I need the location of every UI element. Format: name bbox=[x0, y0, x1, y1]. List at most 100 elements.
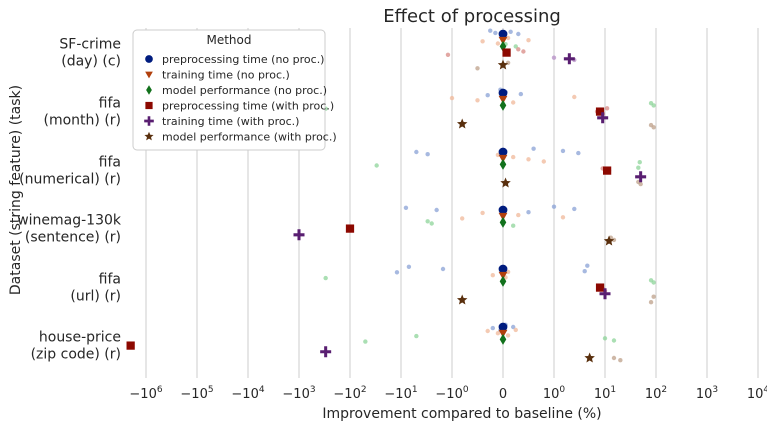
faint-point bbox=[485, 328, 490, 334]
category-label: SF-crime bbox=[59, 37, 121, 53]
data-point bbox=[498, 147, 508, 157]
legend-title: Method bbox=[206, 33, 251, 47]
data-point bbox=[497, 59, 509, 70]
x-tick-label: −101 bbox=[384, 385, 417, 402]
data-point bbox=[126, 341, 135, 350]
faint-point bbox=[511, 154, 516, 160]
faint-point bbox=[505, 333, 511, 338]
faint-point bbox=[576, 150, 581, 156]
data-point bbox=[595, 283, 605, 292]
x-tick-label: −105 bbox=[180, 385, 213, 402]
faint-point bbox=[572, 206, 577, 212]
x-tick-label: −104 bbox=[231, 385, 264, 402]
faint-points-layer bbox=[323, 28, 656, 363]
x-tick-label: 101 bbox=[594, 385, 616, 402]
legend-marker bbox=[145, 71, 153, 79]
faint-point bbox=[526, 210, 531, 215]
faint-point bbox=[394, 270, 400, 275]
faint-point bbox=[637, 160, 642, 165]
x-tick-label: −102 bbox=[333, 385, 366, 402]
category-label: (numerical) (r) bbox=[19, 172, 121, 188]
data-point bbox=[498, 212, 508, 221]
legend-label: model performance (with proc.) bbox=[162, 131, 337, 144]
faint-point bbox=[551, 55, 557, 60]
faint-point bbox=[651, 294, 656, 299]
faint-point bbox=[363, 339, 368, 344]
category-label: (zip code) (r) bbox=[31, 347, 121, 363]
data-point bbox=[498, 36, 508, 45]
data-point bbox=[499, 275, 507, 287]
data-point bbox=[502, 48, 511, 57]
data-point bbox=[456, 118, 468, 129]
faint-point bbox=[425, 219, 430, 224]
data-point bbox=[498, 329, 508, 338]
faint-point bbox=[495, 331, 501, 336]
faint-point bbox=[513, 327, 518, 333]
faint-point bbox=[440, 266, 446, 272]
faint-point bbox=[493, 30, 498, 36]
faint-point bbox=[604, 106, 610, 111]
data-point bbox=[500, 177, 511, 188]
faint-point bbox=[636, 165, 641, 170]
x-tick-label: 100 bbox=[543, 385, 566, 402]
faint-point bbox=[526, 38, 531, 43]
data-point bbox=[498, 271, 508, 280]
faint-point bbox=[406, 264, 412, 269]
faint-point bbox=[516, 31, 521, 37]
data-point bbox=[499, 158, 507, 170]
legend-label: preprocessing time (with proc.) bbox=[162, 100, 334, 113]
legend-marker bbox=[144, 131, 154, 141]
faint-point bbox=[651, 125, 656, 130]
faint-point bbox=[560, 148, 566, 154]
legend-label: preprocessing time (no proc.) bbox=[162, 53, 324, 66]
data-point bbox=[603, 235, 615, 246]
faint-point bbox=[516, 212, 521, 218]
faint-point bbox=[485, 93, 490, 98]
data-point bbox=[584, 352, 595, 363]
faint-point bbox=[508, 29, 513, 34]
data-point bbox=[602, 166, 612, 175]
faint-point bbox=[582, 269, 587, 274]
faint-point bbox=[475, 66, 480, 71]
faint-point bbox=[651, 280, 656, 285]
legend-marker bbox=[144, 116, 154, 126]
faint-point bbox=[551, 204, 557, 209]
legend-label: model performance (no proc.) bbox=[162, 84, 327, 97]
x-tick-label: 102 bbox=[645, 385, 667, 402]
data-point bbox=[498, 322, 508, 332]
faint-point bbox=[480, 210, 485, 216]
faint-point bbox=[513, 44, 518, 49]
faint-point bbox=[518, 91, 524, 97]
faint-point bbox=[611, 237, 617, 243]
faint-point bbox=[414, 149, 419, 155]
data-point bbox=[499, 99, 507, 111]
faint-point bbox=[403, 205, 409, 210]
faint-point bbox=[511, 223, 516, 228]
axis-layer: Effect of processing Improvement compare… bbox=[8, 6, 767, 422]
faint-point bbox=[638, 181, 643, 187]
chart-title: Effect of processing bbox=[383, 6, 561, 27]
faint-point bbox=[516, 47, 521, 52]
faint-point bbox=[445, 52, 451, 57]
faint-point bbox=[490, 325, 495, 331]
x-tick-label: 0 bbox=[499, 387, 507, 402]
data-point bbox=[498, 154, 508, 163]
legend: Method preprocessing time (no proc.) trai… bbox=[132, 29, 337, 151]
data-point bbox=[498, 88, 508, 98]
faint-point bbox=[531, 146, 536, 151]
faint-point bbox=[374, 163, 379, 168]
data-point bbox=[599, 288, 611, 300]
category-label: (sentence) (r) bbox=[25, 230, 121, 246]
faint-point bbox=[526, 157, 531, 162]
faint-point bbox=[425, 152, 430, 157]
faint-point bbox=[488, 28, 493, 33]
legend-label: training time (no proc.) bbox=[162, 69, 290, 82]
legend-box bbox=[132, 29, 326, 151]
category-label: fifa bbox=[99, 155, 121, 171]
data-point bbox=[498, 95, 508, 104]
faint-point bbox=[611, 338, 617, 343]
data-point bbox=[320, 346, 332, 358]
data-point bbox=[499, 216, 507, 228]
data-point bbox=[499, 333, 507, 345]
